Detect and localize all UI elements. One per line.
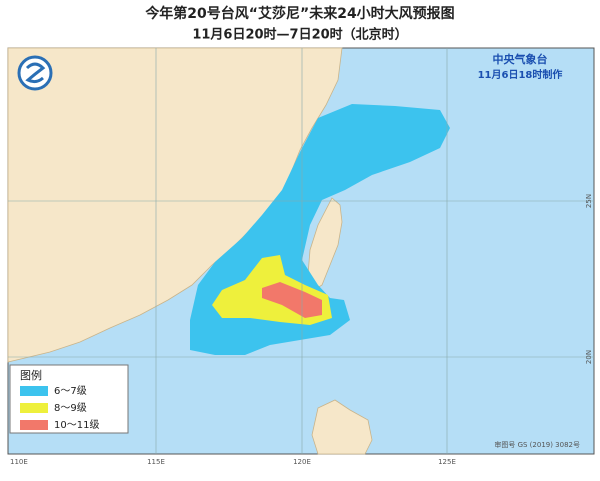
legend-swatch	[20, 403, 48, 413]
lat-label: 25N	[585, 194, 593, 208]
lon-label: 115E	[147, 458, 165, 466]
map: 中央气象台 11月6日18时制作	[7, 47, 595, 455]
lon-label: 125E	[438, 458, 456, 466]
issued: 11月6日18时制作	[478, 68, 563, 81]
agency: 中央气象台	[493, 52, 548, 66]
lat-label: 20N	[585, 350, 593, 364]
wind-zone-10-11	[262, 282, 322, 318]
taiwan	[307, 197, 343, 291]
legend-title: 图例	[20, 368, 42, 382]
graticule	[8, 48, 594, 454]
legend-label: 6～7级	[54, 385, 87, 397]
lon-label: 120E	[293, 458, 311, 466]
legend-label: 8～9级	[54, 402, 87, 414]
legend-label: 10～11级	[54, 419, 99, 431]
legend-swatch	[20, 420, 48, 430]
legend: 图例 6～7级 8～9级 10～11级	[9, 364, 129, 434]
title: 今年第20号台风“艾莎尼”未来24小时大风预报图	[144, 5, 454, 22]
lon-label: 110E	[10, 458, 28, 466]
subtitle: 11月6日20时—7日20时（北京时）	[192, 27, 407, 43]
logo-mark	[25, 62, 46, 84]
map-approval: 审图号 GS (2019) 3082号	[494, 440, 580, 449]
legend-swatch	[20, 386, 48, 396]
island-south	[311, 399, 373, 455]
